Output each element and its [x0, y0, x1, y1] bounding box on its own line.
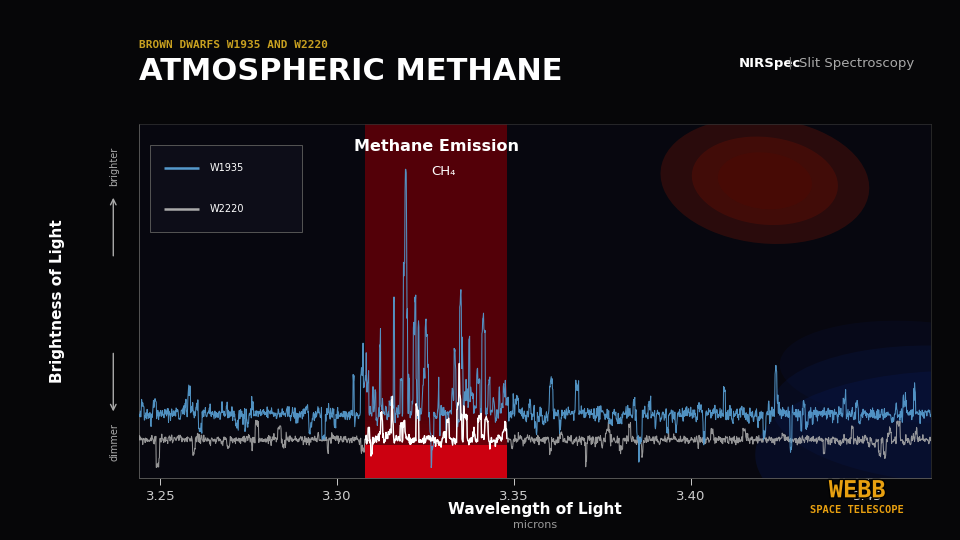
Ellipse shape: [692, 137, 838, 225]
Text: W2220: W2220: [210, 204, 245, 214]
Text: ATMOSPHERIC METHANE: ATMOSPHERIC METHANE: [139, 57, 563, 86]
Text: Brightness of Light: Brightness of Light: [50, 219, 65, 383]
Text: BROWN DWARFS W1935 AND W2220: BROWN DWARFS W1935 AND W2220: [139, 40, 328, 51]
Ellipse shape: [780, 321, 960, 423]
Text: brighter: brighter: [109, 147, 119, 186]
Ellipse shape: [772, 346, 960, 483]
Bar: [366, 421, 507, 424]
Text: microns: microns: [514, 520, 557, 530]
Text: CH₄: CH₄: [431, 165, 455, 178]
Ellipse shape: [756, 371, 960, 540]
Text: SPACE TELESCOPE: SPACE TELESCOPE: [810, 505, 904, 515]
Text: NIRSpec: NIRSpec: [739, 57, 802, 70]
Text: dimmer: dimmer: [109, 423, 119, 462]
Bar: [150, 145, 301, 232]
Bar: [366, 431, 507, 435]
Text: |: |: [784, 57, 797, 70]
Bar: [366, 442, 507, 445]
Ellipse shape: [718, 152, 812, 209]
Text: W1935: W1935: [210, 163, 244, 173]
Bar: [366, 428, 507, 431]
Bar: [366, 435, 507, 438]
Text: Wavelength of Light: Wavelength of Light: [448, 502, 622, 517]
Text: Slit Spectroscopy: Slit Spectroscopy: [799, 57, 914, 70]
Bar: [366, 124, 507, 478]
Bar: [366, 417, 507, 421]
Bar: [366, 438, 507, 442]
Bar: [366, 424, 507, 428]
Text: Methane Emission: Methane Emission: [353, 139, 518, 154]
Ellipse shape: [660, 118, 869, 244]
Text: WEBB: WEBB: [828, 478, 886, 502]
Bar: [366, 445, 507, 478]
